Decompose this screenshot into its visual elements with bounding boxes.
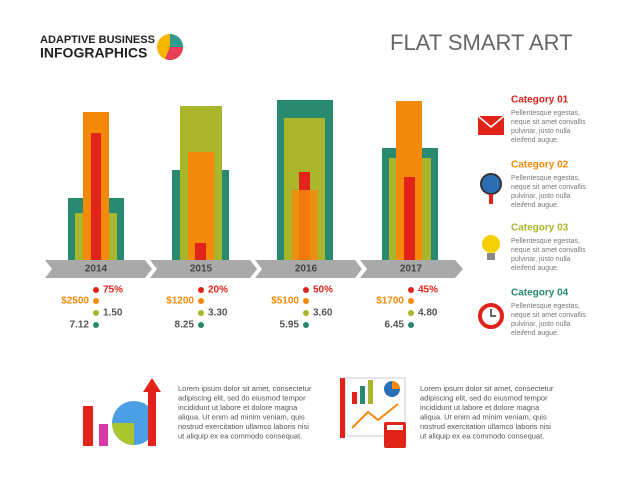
category-icons	[477, 115, 505, 329]
dot	[303, 310, 309, 316]
note-text: ut aliquip ex ea commodo consequat.	[420, 431, 544, 440]
dot	[303, 322, 309, 328]
category-text: eleifend augue.	[511, 137, 559, 144]
note-text: Lorem ipsum dolor sit amet, consectetur	[420, 384, 554, 393]
dot	[408, 322, 414, 328]
note-text: nostrud exercitation ullamco laboris nis…	[178, 422, 309, 431]
data-label: 6.45	[385, 320, 405, 331]
data-label: 7.12	[70, 320, 90, 331]
dot	[408, 298, 414, 304]
note-text: incididunt ut labore et dolore magna	[420, 403, 540, 412]
bar-groups	[68, 100, 438, 260]
bottom-icons	[83, 377, 406, 448]
dot	[93, 322, 99, 328]
dot	[198, 298, 204, 304]
category-text: neque sit amet convallis	[511, 119, 586, 126]
data-label: 3.30	[208, 308, 228, 319]
year-label: 2015	[190, 264, 213, 275]
data-label: 75%	[103, 285, 123, 296]
subtitle: FLAT SMART ART	[390, 30, 573, 55]
data-label: 3.60	[313, 308, 333, 319]
dot	[93, 287, 99, 293]
note-text: incididunt ut labore et dolore magna	[178, 403, 298, 412]
dot	[303, 287, 309, 293]
category-title: Category 03	[511, 223, 569, 234]
category-text: pulvinar, justo nulla	[511, 256, 571, 263]
dot	[303, 298, 309, 304]
category-title: Category 01	[511, 95, 569, 106]
data-label: 1.50	[103, 308, 123, 319]
dot	[198, 310, 204, 316]
category-text: pulvinar, justo nulla	[511, 128, 571, 135]
data-label: $1200	[166, 296, 194, 307]
note-text: aliqua. Ut enim ad minim veniam, quis	[178, 412, 305, 421]
dot	[93, 298, 99, 304]
data-label: 50%	[313, 285, 333, 296]
category-text: pulvinar, justo nulla	[511, 193, 571, 200]
category-text: neque sit amet convallis	[511, 184, 586, 191]
note-text: Lorem ipsum dolor sit amet, consectetur	[178, 384, 312, 393]
note-text: aliqua. Ut enim ad minim veniam, quis	[420, 412, 547, 421]
pie-icon	[157, 34, 183, 60]
dot	[408, 287, 414, 293]
category-title: Category 04	[511, 288, 569, 299]
category-text: neque sit amet convallis	[511, 312, 586, 319]
dot	[93, 310, 99, 316]
title-line2: INFOGRAPHICS	[40, 45, 147, 61]
title-line1: ADAPTIVE BUSINESS	[40, 34, 155, 46]
dot	[198, 287, 204, 293]
data-label: 45%	[418, 285, 438, 296]
year-label: 2014	[85, 264, 108, 275]
data-label: $2500	[61, 296, 89, 307]
category-text: Pellentesque egestas,	[511, 238, 580, 245]
data-label: 4.80	[418, 308, 438, 319]
category-text: Pellentesque egestas,	[511, 175, 580, 182]
timeline	[45, 260, 463, 278]
note-text: adipiscing elit, sed do eiusmod tempor	[420, 393, 548, 402]
dot	[198, 322, 204, 328]
data-label: 5.95	[280, 320, 300, 331]
note-text: ut aliquip ex ea commodo consequat.	[178, 431, 302, 440]
year-label: 2017	[400, 264, 423, 275]
data-label: $1700	[376, 296, 404, 307]
note-text: nostrud exercitation ullamco laboris nis…	[420, 422, 551, 431]
category-text: eleifend augue.	[511, 330, 559, 337]
category-text: Pellentesque egestas,	[511, 303, 580, 310]
category-text: eleifend augue.	[511, 202, 559, 209]
data-label: 8.25	[175, 320, 195, 331]
note-text: adipiscing elit, sed do eiusmod tempor	[178, 393, 306, 402]
data-label: 20%	[208, 285, 228, 296]
category-title: Category 02	[511, 160, 569, 171]
dot	[408, 310, 414, 316]
category-text: pulvinar, justo nulla	[511, 321, 571, 328]
category-text: Pellentesque egestas,	[511, 110, 580, 117]
year-label: 2016	[295, 264, 318, 275]
category-text: neque sit amet convallis	[511, 247, 586, 254]
data-label: $5100	[271, 296, 299, 307]
category-text: eleifend augue.	[511, 265, 559, 272]
